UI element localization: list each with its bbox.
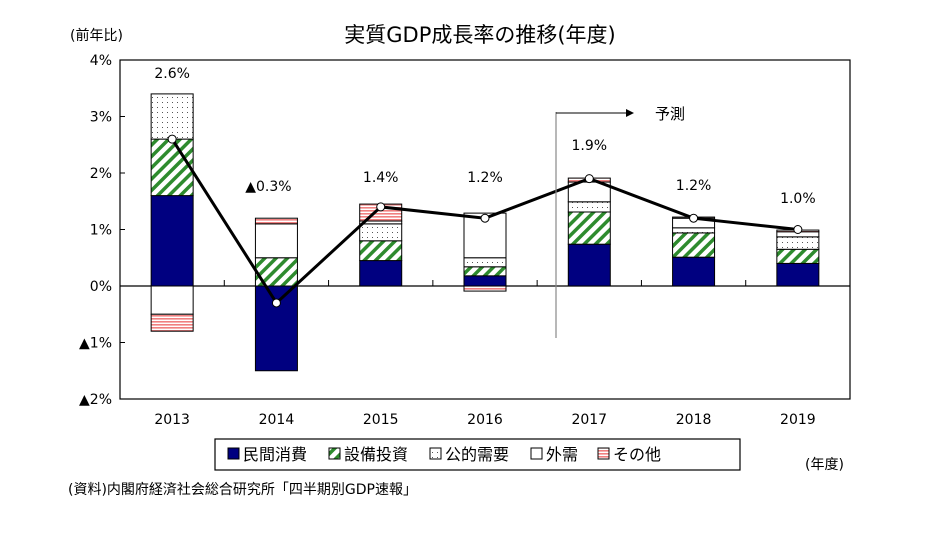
x-tick-label: 2016 bbox=[467, 412, 503, 428]
data-label: 1.2% bbox=[467, 170, 503, 186]
y-tick-label: ▲1% bbox=[79, 336, 112, 352]
bar-設備投資-2017 bbox=[567, 211, 611, 245]
y-tick-label: 4% bbox=[90, 53, 112, 69]
x-axis-label: (年度) bbox=[805, 457, 844, 473]
growth-point bbox=[584, 174, 594, 184]
bar-公的需要-2018 bbox=[672, 227, 716, 234]
growth-point bbox=[167, 134, 177, 144]
y-tick-label: 0% bbox=[90, 279, 112, 295]
growth-point bbox=[689, 213, 699, 223]
data-label: 1.0% bbox=[780, 191, 816, 207]
data-label: 2.6% bbox=[154, 66, 190, 82]
x-tick-label: 2019 bbox=[780, 412, 816, 428]
legend-label: 民間消費 bbox=[243, 445, 307, 464]
bar-設備投資-2019 bbox=[776, 248, 820, 264]
growth-point bbox=[793, 225, 803, 234]
bar-民間消費-2018 bbox=[672, 256, 716, 287]
data-label: 1.4% bbox=[363, 170, 399, 186]
data-label: 1.2% bbox=[676, 178, 712, 194]
y-tick-label: ▲2% bbox=[79, 392, 112, 408]
bar-公的需要-2013 bbox=[150, 93, 194, 140]
growth-point bbox=[271, 298, 281, 308]
growth-point bbox=[480, 213, 490, 223]
legend-label: 設備投資 bbox=[344, 445, 408, 464]
bar-外需-2013 bbox=[150, 285, 194, 315]
bar-その他-2016 bbox=[463, 285, 507, 292]
bar-民間消費-2015 bbox=[359, 260, 403, 287]
bar-民間消費-2017 bbox=[567, 243, 611, 287]
y-axis-label: (前年比) bbox=[70, 27, 123, 44]
legend-label: 外需 bbox=[546, 445, 578, 464]
legend-swatch-公的需要 bbox=[429, 447, 442, 460]
growth-point bbox=[376, 202, 386, 212]
legend-swatch-設備投資 bbox=[328, 447, 341, 460]
legend-label: 公的需要 bbox=[445, 445, 509, 464]
x-tick-label: 2017 bbox=[571, 412, 607, 428]
bar-その他-2013 bbox=[150, 313, 194, 332]
y-tick-label: 3% bbox=[90, 110, 112, 126]
y-tick-label: 1% bbox=[90, 223, 112, 239]
forecast-arrowhead bbox=[626, 109, 634, 117]
bar-公的需要-2019 bbox=[776, 236, 820, 250]
legend: 民間消費 設備投資 公的需要 外需 その他 bbox=[214, 438, 741, 471]
bar-設備投資-2015 bbox=[359, 240, 403, 262]
x-tick-label: 2013 bbox=[154, 412, 190, 428]
bar-設備投資-2018 bbox=[672, 232, 716, 258]
bar-公的需要-2016 bbox=[463, 257, 507, 268]
source-note: (資料)内閣府経済社会総合研究所「四半期別GDP速報」 bbox=[68, 482, 417, 498]
legend-label: その他 bbox=[613, 445, 661, 464]
bar-民間消費-2019 bbox=[776, 262, 820, 287]
bar-民間消費-2013 bbox=[150, 195, 194, 287]
bar-公的需要-2015 bbox=[359, 223, 403, 242]
bar-公的需要-2017 bbox=[567, 201, 611, 213]
legend-swatch-外需 bbox=[530, 447, 543, 460]
y-tick-label: 2% bbox=[90, 166, 112, 182]
x-tick-label: 2015 bbox=[363, 412, 399, 428]
x-tick-label: 2018 bbox=[676, 412, 712, 428]
chart-title: 実質GDP成長率の推移(年度) bbox=[344, 23, 616, 47]
bar-民間消費-2016 bbox=[463, 275, 507, 287]
bar-設備投資-2013 bbox=[150, 138, 194, 197]
legend-swatch-その他 bbox=[597, 447, 610, 460]
legend-swatch-民間消費 bbox=[227, 447, 240, 460]
x-tick-label: 2014 bbox=[259, 412, 295, 428]
data-label: ▲0.3% bbox=[245, 179, 291, 195]
bar-外需-2014 bbox=[254, 223, 298, 259]
bar-その他-2014 bbox=[254, 217, 298, 225]
forecast-label: 予測 bbox=[655, 105, 685, 123]
bar-設備投資-2016 bbox=[463, 266, 507, 277]
data-label: 1.9% bbox=[571, 138, 607, 154]
